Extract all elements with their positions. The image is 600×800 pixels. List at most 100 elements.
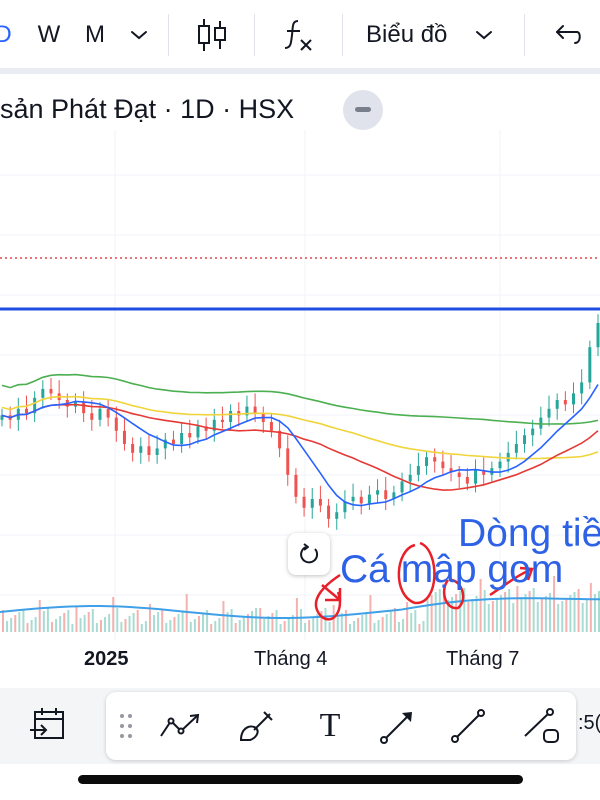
volume-bar	[426, 598, 429, 632]
volume-bar	[344, 610, 347, 632]
volume-bar	[561, 601, 564, 632]
symbol-title[interactable]: sản Phát Đạt · 1D · HSX	[0, 94, 295, 124]
candle-body	[506, 452, 510, 462]
volume-bar	[500, 595, 503, 632]
volume-bar	[206, 610, 209, 632]
trend-angle-icon[interactable]	[156, 702, 204, 750]
trend-line-icon[interactable]	[444, 702, 492, 750]
volume-bar	[185, 594, 188, 632]
undo-icon[interactable]	[548, 18, 588, 52]
candle-body	[204, 426, 208, 431]
candle-body	[278, 430, 282, 449]
calendar-go-to-icon[interactable]	[28, 704, 70, 746]
price-chart[interactable]	[0, 130, 600, 642]
interval-w-button[interactable]: W	[37, 21, 61, 48]
x-axis-label-thang-7: Tháng 7	[446, 648, 520, 670]
volume-bar	[532, 588, 535, 632]
volume-bar	[238, 620, 241, 632]
chart-menu-label[interactable]: Biểu đồ	[366, 21, 448, 48]
home-indicator	[78, 775, 523, 784]
volume-bar	[226, 612, 229, 632]
candle-body	[514, 444, 518, 453]
volume-bar	[414, 610, 417, 632]
legend-collapse-button[interactable]	[343, 90, 383, 130]
chart-menu-chevron-icon[interactable]	[470, 18, 498, 52]
annotation-dong-tien: Dòng tiề	[458, 512, 600, 555]
volume-bar	[353, 621, 356, 632]
ray-tool-icon[interactable]	[516, 702, 564, 750]
candle-body	[310, 499, 314, 508]
volume-bar	[46, 608, 49, 632]
volume-bar	[136, 610, 139, 632]
volume-bar	[95, 623, 98, 632]
candle-body	[596, 323, 600, 348]
volume-bar	[87, 612, 90, 632]
toolbar-separator	[342, 14, 343, 56]
volume-bar	[34, 617, 37, 632]
volume-bar	[218, 618, 221, 632]
volume-bar	[177, 614, 180, 632]
volume-bar	[406, 602, 409, 632]
candle-body	[351, 496, 355, 502]
volume-bars	[0, 576, 600, 632]
volume-bar	[569, 595, 572, 632]
red-arrow-annotation	[321, 584, 342, 602]
ma-blue-line	[1, 384, 599, 507]
volume-bar	[193, 619, 196, 632]
volume-bar	[271, 613, 274, 632]
volume-bar	[536, 602, 539, 632]
volume-bar	[71, 624, 74, 632]
volume-bar	[222, 601, 225, 632]
volume-bar	[169, 620, 172, 632]
volume-bar	[557, 604, 560, 632]
volume-bar	[291, 615, 294, 632]
volume-bar	[451, 597, 454, 632]
volume-bar	[22, 609, 25, 632]
volume-bar	[26, 623, 29, 632]
volume-bar	[320, 611, 323, 632]
candle-body	[343, 501, 347, 513]
volume-bar	[377, 620, 380, 632]
top-toolbar: D W M Biểu đồ	[0, 0, 600, 70]
candle-body	[474, 470, 478, 484]
candle-body	[98, 408, 102, 420]
function-fx-icon[interactable]	[278, 18, 318, 52]
volume-bar	[2, 610, 4, 632]
drag-handle-icon[interactable]	[118, 712, 134, 740]
candle-body	[196, 426, 200, 438]
volume-bar	[442, 589, 445, 632]
candle-body	[425, 457, 429, 466]
volume-bar	[573, 592, 576, 632]
volume-bar	[585, 600, 588, 632]
interval-m-button[interactable]: M	[85, 21, 105, 48]
arrow-tool-icon[interactable]	[374, 702, 422, 750]
candle-body	[572, 393, 576, 405]
volume-bar	[50, 622, 53, 632]
interval-d-button[interactable]: D	[0, 21, 12, 48]
volume-bar	[55, 619, 58, 632]
candlestick-icon[interactable]	[192, 18, 232, 52]
candle-body	[327, 505, 331, 519]
candle-body	[212, 419, 216, 431]
chevron-down-icon[interactable]	[124, 18, 154, 52]
red-circle-annotation	[314, 573, 342, 621]
volume-bar	[255, 608, 258, 632]
moving-averages	[0, 307, 600, 507]
candle-body	[400, 481, 404, 493]
ma-green-line	[1, 373, 599, 425]
volume-bar	[361, 615, 364, 632]
volume-bar	[67, 610, 70, 632]
text-tool-icon[interactable]: T	[319, 707, 341, 744]
toolbar-divider	[0, 68, 600, 74]
candle-body	[588, 347, 592, 383]
volume-bar	[467, 602, 470, 632]
ma-red-line	[1, 403, 599, 491]
volume-bar	[348, 624, 351, 632]
brush-icon[interactable]	[232, 702, 280, 750]
volume-bar	[328, 622, 331, 632]
candle-body	[286, 448, 290, 475]
candle-body	[33, 397, 37, 414]
candle-body	[163, 439, 167, 449]
candle-body	[82, 402, 86, 414]
reset-chart-button[interactable]	[288, 533, 330, 575]
